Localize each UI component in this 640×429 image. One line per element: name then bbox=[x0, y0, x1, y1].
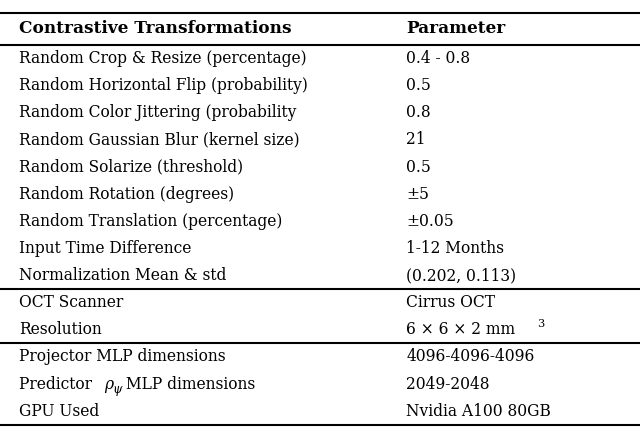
Text: Projector MLP dimensions: Projector MLP dimensions bbox=[19, 348, 226, 366]
Text: Random Gaussian Blur (kernel size): Random Gaussian Blur (kernel size) bbox=[19, 131, 300, 148]
Text: ψ: ψ bbox=[113, 383, 122, 396]
Text: Random Color Jittering (probability: Random Color Jittering (probability bbox=[19, 104, 296, 121]
Text: ±5: ±5 bbox=[406, 186, 429, 202]
Text: Nvidia A100 80GB: Nvidia A100 80GB bbox=[406, 403, 551, 420]
Text: Random Translation (percentage): Random Translation (percentage) bbox=[19, 213, 283, 230]
Text: ±0.05: ±0.05 bbox=[406, 213, 454, 230]
Text: Contrastive Transformations: Contrastive Transformations bbox=[19, 21, 292, 37]
Text: Random Solarize (threshold): Random Solarize (threshold) bbox=[19, 159, 243, 175]
Text: 0.4 - 0.8: 0.4 - 0.8 bbox=[406, 50, 470, 67]
Text: 4096-4096-4096: 4096-4096-4096 bbox=[406, 348, 535, 366]
Text: Random Crop & Resize (percentage): Random Crop & Resize (percentage) bbox=[19, 50, 307, 67]
Text: 21: 21 bbox=[406, 131, 426, 148]
Text: 2049-2048: 2049-2048 bbox=[406, 375, 490, 393]
Text: Input Time Difference: Input Time Difference bbox=[19, 240, 191, 257]
Text: Random Horizontal Flip (probability): Random Horizontal Flip (probability) bbox=[19, 77, 308, 94]
Text: GPU Used: GPU Used bbox=[19, 403, 99, 420]
Text: Parameter: Parameter bbox=[406, 21, 506, 37]
Text: 0.8: 0.8 bbox=[406, 104, 431, 121]
Text: Cirrus OCT: Cirrus OCT bbox=[406, 294, 495, 311]
Text: OCT Scanner: OCT Scanner bbox=[19, 294, 124, 311]
Text: 0.5: 0.5 bbox=[406, 159, 431, 175]
Text: Resolution: Resolution bbox=[19, 321, 102, 338]
Text: Predictor: Predictor bbox=[19, 375, 97, 393]
Text: 6 × 6 × 2 mm: 6 × 6 × 2 mm bbox=[406, 321, 516, 338]
Text: 1-12 Months: 1-12 Months bbox=[406, 240, 504, 257]
Text: Random Rotation (degrees): Random Rotation (degrees) bbox=[19, 186, 234, 202]
Text: (0.202, 0.113): (0.202, 0.113) bbox=[406, 267, 516, 284]
Text: ρ: ρ bbox=[104, 375, 113, 393]
Text: Normalization Mean & std: Normalization Mean & std bbox=[19, 267, 227, 284]
Text: MLP dimensions: MLP dimensions bbox=[121, 375, 255, 393]
Text: 0.5: 0.5 bbox=[406, 77, 431, 94]
Text: 3: 3 bbox=[538, 319, 545, 329]
